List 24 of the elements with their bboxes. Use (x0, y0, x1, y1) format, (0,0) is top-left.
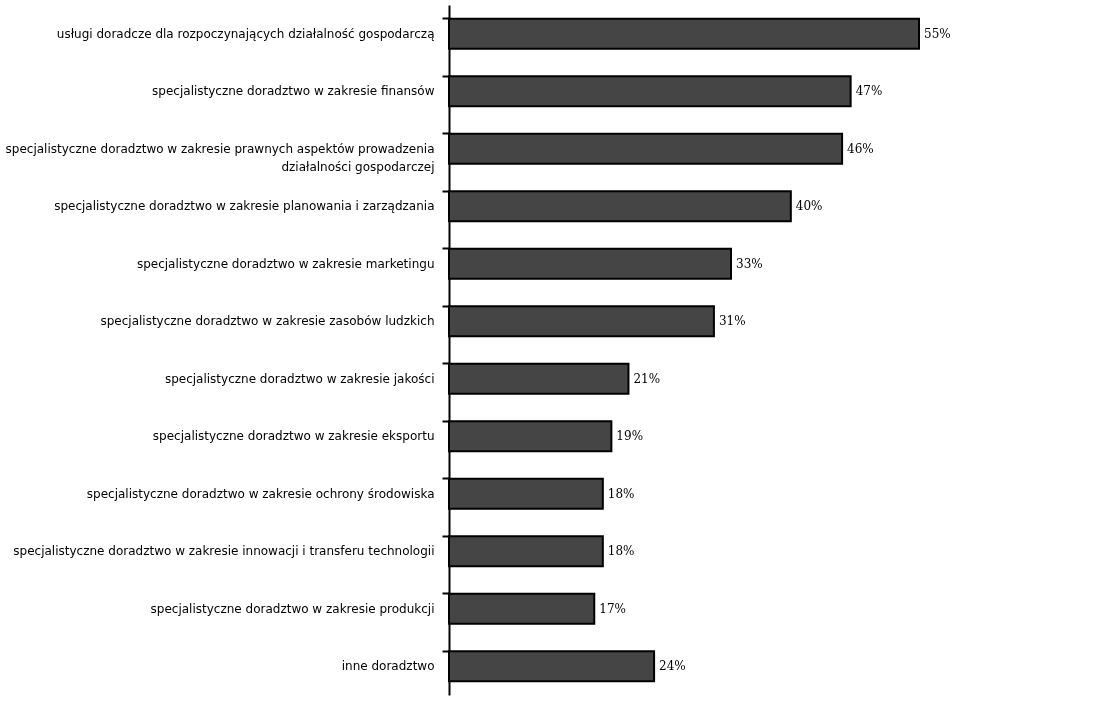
data-label: 33% (736, 256, 763, 271)
y-tick-label: specjalistyczne doradztwo w zakresie planowania i zarządzania (54, 199, 435, 214)
y-tick-label: specjalistyczne doradztwo w zakresie zasobów ludzkich (100, 314, 435, 329)
data-label: 19% (616, 429, 644, 444)
data-label: 18% (607, 486, 635, 501)
y-tick-label: specjalistyczne doradztwo w zakresie finansów (152, 84, 435, 99)
y-tick-label: specjalistyczne doradztwo w zakresie marketingu (136, 256, 435, 271)
data-label: 24% (659, 659, 686, 674)
data-label: 47% (855, 84, 883, 99)
y-tick-label: usługi doradcze dla rozpoczynających działalność gospodarczą (56, 26, 435, 41)
y-tick-label: specjalistyczne doradztwo w zakresie ochrony środowiska (86, 486, 435, 501)
data-label: 17% (599, 601, 626, 616)
y-tick-label: specjalistyczne doradztwo w zakresie produkcji (150, 601, 435, 616)
y-tick-label: specjalistyczne doradztwo w zakresie innowacji i transferu technologii (13, 544, 435, 559)
data-label: 21% (633, 371, 661, 386)
data-label: 31% (718, 314, 746, 329)
data-label: 46% (847, 141, 874, 156)
y-tick-label: specjalistyczne doradztwo w zakresie eksportu (152, 429, 435, 444)
y-tick-label: specjalistyczne doradztwo w zakresie jakości (164, 371, 435, 386)
y-tick-label: specjalistyczne doradztwo w zakresie prawnych aspektów prowadzenia działalności gospodarczej (5, 141, 435, 174)
data-label: 18% (607, 544, 635, 559)
y-tick-label: inne doradztwo (341, 659, 435, 674)
data-label: 55% (924, 26, 951, 41)
data-label: 40% (795, 199, 823, 214)
